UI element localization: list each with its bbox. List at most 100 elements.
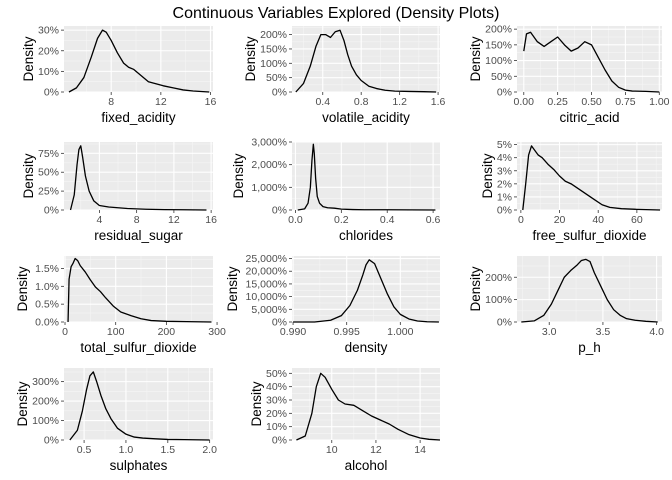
x-axis-title: residual_sugar [94, 228, 183, 243]
panel-sulphates: 0% 100% 200% 300% 0.5 1.0 1.5 2.0 sulphates Densi… [15, 368, 217, 473]
panel-free-sulfur-dioxide: 0% 1%2%3%4%5% 0 20 40 60 free_sulfur_dioxide De… [480, 139, 662, 243]
panel-citric-acid: 0% 50% 100% 150% 200% 0.00 0.25 0.50 0.75 1.00 cit… [468, 24, 670, 125]
x-axis-title: alcohol [345, 458, 388, 473]
y-tick-label: 0.5% [35, 299, 59, 311]
y-tick-label: 0% [272, 317, 287, 329]
x-tick-label: 0.2 [334, 214, 349, 226]
x-tick-label: 16 [205, 214, 217, 226]
x-tick-label: 0.50 [581, 96, 602, 108]
x-tick-label: 12 [370, 444, 382, 456]
y-tick-label: 100% [485, 294, 512, 306]
y-tick-label: 25% [38, 186, 59, 198]
y-tick-label: 200% [485, 24, 512, 36]
y-axis-title: Density [249, 381, 264, 426]
y-tick-label: 200% [485, 272, 512, 284]
x-tick-label: 0.5 [77, 444, 92, 456]
y-tick-label: 20% [266, 408, 287, 420]
x-tick-label: 0.4 [380, 214, 395, 226]
y-tick-label: 1.0% [35, 281, 59, 293]
y-tick-label: 20,000% [246, 266, 287, 278]
x-tick-label: 60 [631, 214, 643, 226]
y-tick-label: 100% [32, 415, 59, 427]
x-tick-label: 8 [134, 214, 140, 226]
y-tick-label: 0% [272, 87, 287, 99]
panel-background [64, 368, 213, 440]
y-tick-label: 0% [497, 87, 512, 99]
y-tick-label: 20% [38, 45, 59, 57]
x-tick-label: 12 [168, 214, 180, 226]
panel-density: 0%5,000%10,000%15,000%20,000%25,000% 0.99… [225, 253, 440, 355]
y-tick-label: 0% [44, 205, 59, 217]
density-curve-alcohol [296, 372, 441, 441]
x-tick-label: 0.00 [514, 96, 535, 108]
x-tick-label: 1.2 [392, 96, 407, 108]
x-tick-label: 0.0 [288, 214, 303, 226]
y-axis-title: Density [21, 36, 36, 81]
panel-fixed-acidity: 0% 10% 20% 30% 8 12 16 fixed_acidity Density [21, 25, 217, 125]
x-axis-title: volatile_acidity [322, 110, 410, 125]
x-tick-label: 14 [414, 444, 426, 456]
y-tick-label: 30% [38, 25, 59, 37]
x-axis-title: free_sulfur_dioxide [532, 228, 646, 243]
y-tick-label: 40% [266, 381, 287, 393]
y-tick-label: 4% [497, 152, 512, 164]
density-curve-chlorides [297, 143, 436, 211]
y-axis-title: Density [15, 381, 30, 426]
x-axis-title: sulphates [110, 458, 168, 473]
x-tick-label: 100 [107, 326, 125, 338]
x-tick-label: 4.0 [649, 326, 664, 338]
y-tick-label: 2,000% [251, 159, 287, 171]
y-tick-label: 0% [497, 317, 512, 329]
y-tick-label: 0% [44, 435, 59, 447]
y-tick-label: 0% [44, 87, 59, 99]
x-tick-label: 0.990 [280, 326, 306, 338]
y-tick-label: 150% [260, 43, 287, 55]
y-axis-title: Density [225, 266, 240, 311]
x-axis-title: p_h [578, 340, 601, 355]
x-tick-label: 0 [62, 326, 68, 338]
x-axis-title: citric_acid [559, 110, 619, 125]
y-tick-label: 100% [260, 58, 287, 70]
x-tick-label: 0.6 [426, 214, 441, 226]
panel-volatile-acidity: 0% 50% 100% 150% 200% 0.4 0.8 1.2 1.6 volatile_ac… [243, 26, 446, 125]
y-tick-label: 50% [491, 71, 512, 83]
x-tick-label: 0.25 [547, 96, 568, 108]
y-tick-label: 100% [485, 55, 512, 67]
x-tick-label: 1.00 [649, 96, 670, 108]
y-tick-label: 1,000% [251, 182, 287, 194]
density-curve-residual-sugar [69, 145, 207, 211]
y-tick-label: 50% [266, 72, 287, 84]
y-tick-label: 150% [485, 39, 512, 51]
figure-title: Continuous Variables Explored (Density P… [173, 5, 500, 22]
panels-group: 0%10%20%30%8 12 16fixed_acidityDensity0%50… [15, 24, 670, 473]
y-tick-label: 200% [260, 29, 287, 41]
y-tick-label: 3% [497, 165, 512, 177]
y-axis-title: Density [480, 153, 495, 198]
y-tick-label: 2% [497, 178, 512, 190]
y-axis-title: Density [15, 266, 30, 311]
x-tick-label: 3.0 [542, 326, 557, 338]
x-tick-label: 0 [518, 214, 524, 226]
panel-residual-sugar: 0% 25% 50% 75% 4 8 12 16 residual_sugar Density [21, 142, 217, 243]
panel-background [517, 26, 662, 92]
x-tick-label: 1.0 [119, 444, 134, 456]
y-axis-title: Density [243, 36, 258, 81]
density-curve-density [293, 259, 439, 323]
y-axis-title: Density [468, 266, 483, 311]
x-tick-label: 0.4 [315, 96, 330, 108]
x-tick-label: 1.5 [160, 444, 175, 456]
x-axis-title: fixed_acidity [101, 110, 176, 125]
panel-background [517, 142, 662, 210]
y-tick-label: 5,000% [251, 304, 287, 316]
x-tick-label: 10 [326, 444, 338, 456]
y-tick-label: 1% [497, 191, 512, 203]
y-tick-label: 15,000% [246, 278, 287, 290]
y-tick-label: 0% [272, 435, 287, 447]
y-tick-label: 0.0% [35, 317, 59, 329]
y-tick-label: 0% [272, 205, 287, 217]
y-tick-label: 25,000% [246, 253, 287, 265]
y-tick-label: 50% [38, 167, 59, 179]
x-tick-label: 20 [554, 214, 566, 226]
panel-background [64, 256, 213, 322]
